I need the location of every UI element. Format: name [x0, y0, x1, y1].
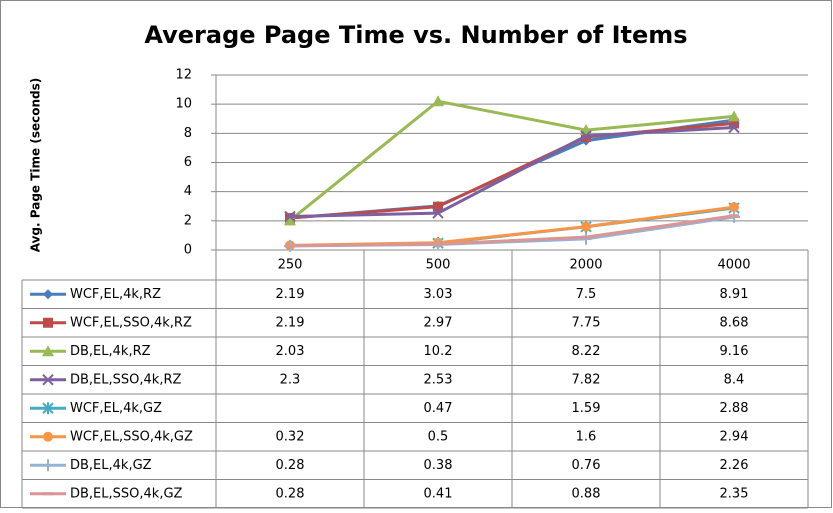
- table-value: 2.35: [720, 486, 749, 501]
- y-tick-label: 10: [175, 97, 192, 112]
- marker: [42, 374, 54, 386]
- x-tick-label: 500: [426, 258, 451, 273]
- table-value: 0.28: [276, 486, 305, 501]
- table-value: 2.19: [276, 315, 305, 330]
- table-value: 7.5: [576, 287, 597, 302]
- marker: [433, 201, 443, 212]
- marker: [580, 130, 592, 142]
- y-axis-title: Avg. Page Time (seconds): [29, 78, 43, 253]
- legend-label: WCF,EL,SSO,4k,GZ: [70, 429, 193, 444]
- marker: [729, 202, 739, 213]
- y-tick-label: 6: [184, 155, 192, 170]
- table-value: 9.16: [720, 344, 749, 359]
- y-tick-label: 4: [184, 184, 192, 199]
- series-line: [289, 99, 735, 222]
- table-value: 1.6: [576, 429, 597, 444]
- series-line: [289, 126, 735, 218]
- table-value: 2.94: [720, 429, 749, 444]
- table-value: 8.4: [724, 372, 745, 387]
- legend-label: DB,EL,4k,GZ: [70, 458, 152, 473]
- table-value: 0.47: [424, 401, 453, 416]
- y-tick-label: 0: [184, 243, 192, 258]
- marker: [43, 289, 53, 300]
- table-value: 2.88: [720, 401, 749, 416]
- table-value: 0.32: [276, 429, 305, 444]
- marker: [728, 121, 740, 134]
- marker: [42, 459, 54, 472]
- table-value: 10.2: [424, 344, 453, 359]
- y-tick-label: 8: [184, 126, 192, 141]
- table-value: 0.5: [428, 429, 449, 444]
- table-value: 8.22: [572, 344, 601, 359]
- table-value: 0.88: [572, 486, 601, 501]
- table-value: 2.3: [280, 372, 301, 387]
- marker: [284, 214, 296, 226]
- series-line: [289, 121, 735, 220]
- table-value: 2.26: [720, 458, 749, 473]
- x-tick-label: 250: [278, 258, 303, 273]
- marker: [43, 431, 53, 442]
- table-value: 1.59: [572, 401, 601, 416]
- legend-label: DB,EL,SSO,4k,GZ: [70, 486, 183, 501]
- marker: [729, 118, 739, 129]
- series-line: [289, 214, 735, 248]
- marker: [284, 210, 296, 223]
- y-tick-label: 2: [184, 213, 192, 228]
- table-value: 2.97: [424, 315, 453, 330]
- table-value: 7.75: [572, 315, 601, 330]
- marker: [581, 221, 591, 232]
- table-value: 0.38: [424, 458, 453, 473]
- legend-label: DB,EL,4k,RZ: [70, 344, 151, 359]
- table-value: 3.03: [424, 287, 453, 302]
- marker: [580, 232, 592, 245]
- table-value: 7.82: [572, 372, 601, 387]
- table-value: 0.76: [572, 458, 601, 473]
- marker: [42, 402, 54, 415]
- x-tick-label: 4000: [717, 258, 750, 273]
- table-value: 8.68: [720, 315, 749, 330]
- marker: [42, 345, 54, 357]
- table-value: 2.53: [424, 372, 453, 387]
- table-value: 8.91: [720, 287, 749, 302]
- legend-label: WCF,EL,4k,GZ: [70, 401, 162, 416]
- legend-label: DB,EL,SSO,4k,RZ: [70, 372, 181, 387]
- legend-label: WCF,EL,4k,RZ: [70, 287, 161, 302]
- table-value: 0.41: [424, 486, 453, 501]
- marker: [728, 110, 740, 122]
- table-value: 0.28: [276, 458, 305, 473]
- marker: [432, 207, 444, 219]
- chart-title: Average Page Time vs. Number of Items: [144, 21, 687, 49]
- table-value: 2.03: [276, 344, 305, 359]
- marker: [432, 95, 444, 107]
- marker: [43, 317, 53, 328]
- table-value: 2.19: [276, 287, 305, 302]
- legend-label: WCF,EL,SSO,4k,RZ: [70, 315, 192, 330]
- x-tick-label: 2000: [569, 258, 602, 273]
- y-tick-label: 12: [175, 68, 192, 83]
